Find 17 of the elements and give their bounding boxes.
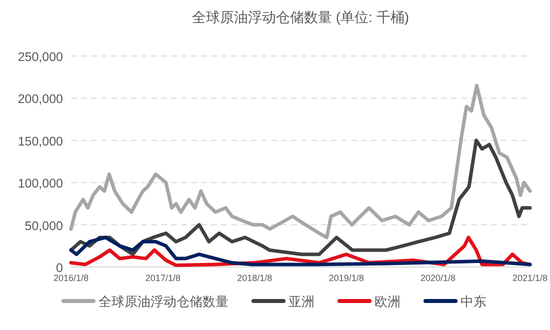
y-tick-label: 50,000 [24, 218, 64, 233]
x-tick-label: 2018/1/8 [237, 273, 272, 283]
y-tick-label: 200,000 [18, 92, 64, 106]
y-tick-label: 0 [56, 261, 64, 275]
chart-title: 全球原油浮动仓储数量 (单位: 千桶) [192, 9, 409, 25]
x-tick-label: 2019/1/8 [328, 273, 364, 283]
y-tick-label: 250,000 [18, 50, 64, 64]
legend-label: 中东 [460, 294, 486, 309]
x-tick-label: 2017/1/8 [145, 273, 180, 283]
x-tick-label: 2020/1/8 [420, 273, 456, 283]
y-tick-label: 100,000 [18, 176, 64, 191]
legend-label: 亚洲 [288, 294, 314, 309]
y-tick-label: 150,000 [18, 134, 64, 148]
legend-label: 全球原油浮动仓储数量 [98, 294, 228, 309]
x-tick-label: 2016/1/8 [53, 273, 89, 283]
x-tick-label: 2021/1/8 [512, 273, 548, 283]
legend-label: 欧洲 [374, 294, 400, 309]
